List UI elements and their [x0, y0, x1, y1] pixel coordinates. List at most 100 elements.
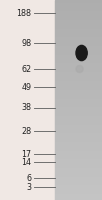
Bar	[55, 6, 102, 7]
Bar	[55, 66, 102, 67]
Bar	[55, 68, 102, 69]
Bar	[55, 26, 102, 27]
Bar	[55, 56, 102, 57]
Bar	[55, 45, 102, 46]
Bar	[55, 39, 102, 40]
Bar	[55, 185, 102, 186]
Bar	[55, 141, 102, 142]
Bar	[55, 50, 102, 51]
Bar	[55, 25, 102, 26]
Bar	[55, 65, 102, 66]
Bar	[55, 147, 102, 148]
Bar	[55, 91, 102, 92]
Bar	[55, 46, 102, 47]
Bar	[55, 174, 102, 175]
Bar	[55, 81, 102, 82]
Bar	[55, 95, 102, 96]
Bar	[55, 86, 102, 87]
Bar	[55, 149, 102, 150]
Bar	[55, 14, 102, 15]
Bar	[55, 51, 102, 52]
Bar	[55, 124, 102, 125]
Bar	[55, 92, 102, 93]
Bar	[55, 76, 102, 77]
Text: 3: 3	[27, 182, 32, 192]
Bar	[55, 83, 102, 84]
Bar	[55, 102, 102, 103]
Text: 28: 28	[22, 127, 32, 136]
Bar	[55, 88, 102, 89]
Bar	[0, 0, 55, 200]
Bar	[55, 130, 102, 131]
Bar	[55, 162, 102, 163]
Bar	[55, 106, 102, 107]
Bar	[55, 175, 102, 176]
Bar	[55, 140, 102, 141]
Bar	[55, 142, 102, 143]
Bar	[55, 184, 102, 185]
Bar	[55, 176, 102, 177]
Bar	[55, 183, 102, 184]
Bar	[55, 24, 102, 25]
Bar	[55, 59, 102, 60]
Bar	[55, 47, 102, 48]
Bar	[55, 11, 102, 12]
Bar	[55, 8, 102, 9]
Bar	[55, 1, 102, 2]
Text: 17: 17	[22, 150, 32, 159]
Bar	[55, 54, 102, 55]
Text: 98: 98	[22, 38, 32, 47]
Bar	[55, 94, 102, 95]
Bar	[55, 69, 102, 70]
Bar	[55, 36, 102, 37]
Bar	[55, 15, 102, 16]
Bar	[55, 139, 102, 140]
Bar	[55, 182, 102, 183]
Bar	[55, 187, 102, 188]
Bar	[55, 70, 102, 71]
Bar	[55, 172, 102, 173]
Bar	[55, 132, 102, 133]
Bar	[55, 96, 102, 97]
Bar	[55, 143, 102, 144]
Bar	[55, 53, 102, 54]
Bar	[55, 16, 102, 17]
Bar	[55, 34, 102, 35]
Bar	[55, 64, 102, 65]
Bar	[55, 112, 102, 113]
Bar	[55, 74, 102, 75]
Bar	[55, 123, 102, 124]
Bar	[55, 195, 102, 196]
Bar	[55, 121, 102, 122]
Bar	[55, 181, 102, 182]
Bar	[55, 188, 102, 189]
Bar	[55, 153, 102, 154]
Bar	[55, 33, 102, 34]
Bar	[55, 105, 102, 106]
Bar	[55, 156, 102, 157]
Bar	[55, 49, 102, 50]
Bar	[55, 7, 102, 8]
Bar	[55, 90, 102, 91]
Bar	[55, 109, 102, 110]
Bar	[55, 120, 102, 121]
Bar	[55, 194, 102, 195]
Text: 38: 38	[22, 104, 32, 112]
Bar	[55, 18, 102, 19]
Bar	[55, 178, 102, 179]
Bar	[55, 173, 102, 174]
Bar	[55, 111, 102, 112]
Bar	[55, 144, 102, 145]
Bar	[55, 27, 102, 28]
Bar	[55, 4, 102, 5]
Bar	[55, 192, 102, 193]
Bar	[55, 186, 102, 187]
Bar	[55, 75, 102, 76]
Bar	[55, 62, 102, 63]
Bar	[55, 43, 102, 44]
Bar	[55, 180, 102, 181]
Bar	[55, 199, 102, 200]
Text: 49: 49	[22, 83, 32, 92]
Bar	[55, 161, 102, 162]
Bar	[55, 193, 102, 194]
